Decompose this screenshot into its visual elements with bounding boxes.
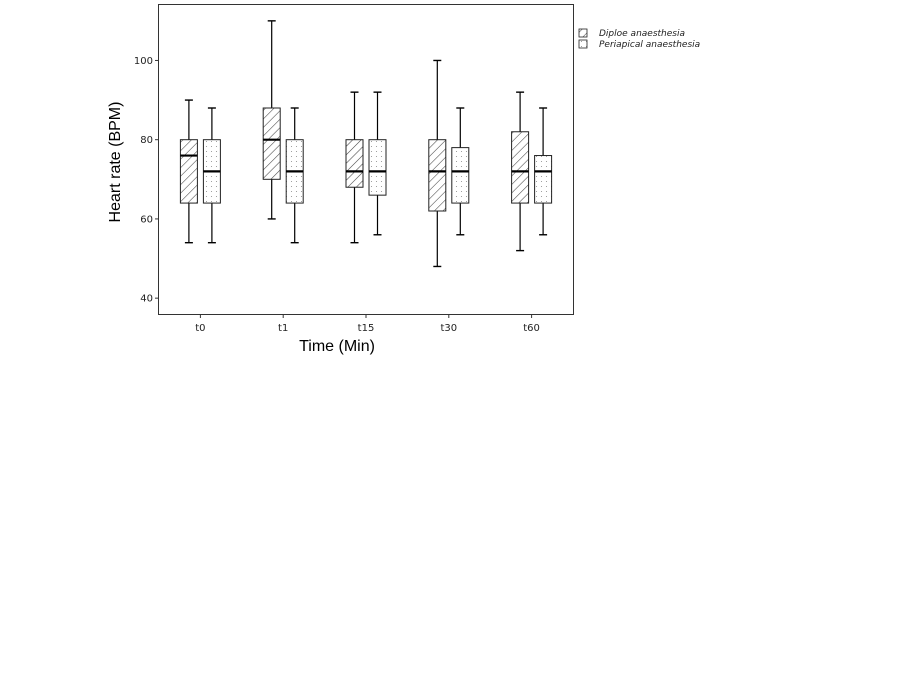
x-tick-label: t1 — [278, 323, 288, 334]
box-t60-series-1 — [534, 107, 553, 236]
x-tick-label: t15 — [358, 323, 375, 334]
y-tick-label: 80 — [140, 135, 153, 146]
y-tick-label: 100 — [134, 56, 153, 67]
y-tick-label: 40 — [140, 294, 153, 305]
box-series-group — [179, 20, 553, 268]
x-axis: t0 t1 t15 t30 t60 — [195, 314, 540, 334]
box-t30-series-1 — [451, 107, 470, 236]
x-tick-label: t0 — [195, 323, 205, 334]
box-t1-series-0 — [262, 20, 281, 220]
y-axis-title: Heart rate (BPM) — [107, 102, 124, 223]
legend-label: Diploe anaesthesia — [599, 29, 685, 39]
x-tick-label: t30 — [440, 323, 457, 334]
legend-label: Periapical anaesthesia — [599, 40, 700, 50]
legend-swatch — [578, 39, 588, 49]
iqr-box — [368, 139, 387, 196]
iqr-box — [511, 131, 530, 204]
legend-swatch — [578, 28, 588, 38]
x-axis-title: Time (Min) — [299, 338, 375, 355]
iqr-box — [345, 139, 364, 188]
box-t1-series-1 — [285, 107, 304, 244]
iqr-box — [428, 139, 447, 212]
box-t30-series-0 — [428, 59, 447, 268]
iqr-box — [262, 107, 281, 180]
iqr-box — [179, 139, 198, 204]
y-axis: 40 60 80 100 — [134, 56, 159, 305]
box-t0-series-1 — [202, 107, 221, 244]
box-t60-series-0 — [511, 91, 530, 252]
iqr-box — [451, 147, 470, 204]
box-t0-series-0 — [179, 99, 198, 244]
iqr-box — [534, 155, 553, 204]
box-t15-series-1 — [368, 91, 387, 236]
y-tick-label: 60 — [140, 214, 153, 225]
box-t15-series-0 — [345, 91, 364, 244]
x-tick-label: t60 — [523, 323, 540, 334]
